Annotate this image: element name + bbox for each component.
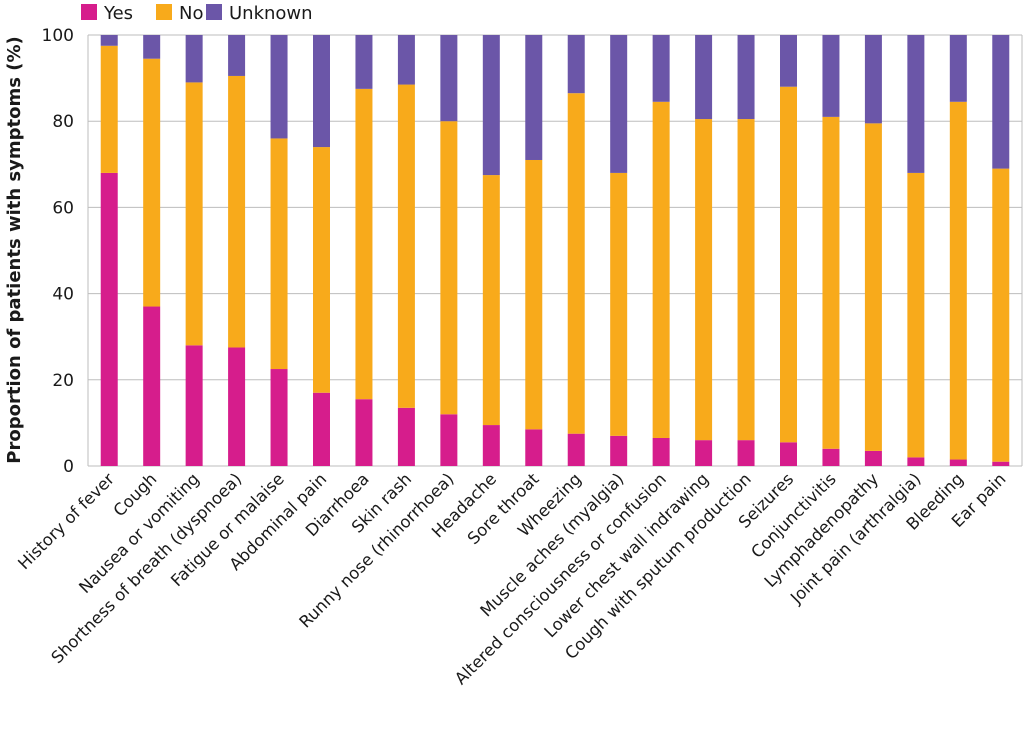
bar-segment-unknown [907, 35, 925, 173]
bars [100, 35, 1010, 467]
legend-swatch-yes [81, 4, 97, 20]
bar-segment-no [270, 138, 288, 370]
bar-segment-yes [737, 440, 755, 466]
y-tick-label: 60 [52, 198, 74, 218]
bar-segment-unknown [780, 35, 797, 87]
bar-segment-no [313, 147, 330, 393]
bar-segment-yes [270, 369, 288, 466]
bar-segment-unknown [992, 35, 1010, 169]
bar-segment-no [567, 93, 585, 434]
bar-segment-unknown [525, 35, 543, 160]
bar-segment-yes [228, 347, 246, 466]
bar-segment-unknown [822, 35, 840, 117]
bar-segment-yes [482, 425, 500, 466]
bar-segment-yes [143, 306, 161, 466]
bar-segment-no [652, 101, 670, 438]
y-tick-label: 0 [63, 457, 74, 477]
bar-segment-yes [949, 459, 967, 466]
bar-segment-no [100, 45, 118, 173]
bar-segment-unknown [143, 35, 161, 59]
bar-segment-no [949, 101, 967, 460]
bar-segment-unknown [355, 35, 373, 89]
bar-segment-yes [567, 433, 585, 466]
bar-segment-no [228, 75, 246, 348]
bar-segment-unknown [270, 35, 288, 139]
bar-segment-unknown [482, 35, 500, 176]
bar-segment-no [440, 121, 458, 415]
bar-segment-yes [313, 392, 330, 466]
bar-segment-yes [864, 450, 882, 466]
bar-segment-unknown [567, 35, 585, 94]
bar-segment-yes [907, 457, 925, 466]
bar-segment-yes [992, 461, 1010, 466]
bar-segment-yes [695, 440, 713, 466]
bar-segment-no [737, 119, 755, 441]
bar-segment-yes [610, 435, 628, 466]
bar-segment-unknown [652, 35, 670, 102]
bar-segment-no [992, 168, 1010, 462]
legend-label-unknown: Unknown [229, 3, 313, 24]
bar-segment-no [482, 175, 500, 426]
bar-segment-unknown [610, 35, 628, 173]
bar-segment-unknown [695, 35, 713, 120]
bar-segment-unknown [100, 35, 118, 46]
bar-segment-yes [525, 429, 543, 466]
legend-label-yes: Yes [103, 3, 133, 24]
bar-segment-no [610, 172, 628, 436]
bar-segment-unknown [737, 35, 755, 120]
bar-segment-no [822, 116, 840, 449]
bar-segment-yes [397, 407, 415, 466]
bar-segment-no [185, 82, 203, 346]
bar-segment-yes [780, 442, 797, 466]
bar-segment-unknown [864, 35, 882, 124]
bar-segment-no [355, 88, 373, 400]
y-tick-label: 40 [52, 285, 74, 305]
bar-segment-no [907, 172, 925, 458]
bar-segment-yes [100, 172, 118, 467]
bar-segment-no [525, 159, 543, 430]
bar-segment-yes [355, 399, 373, 466]
bar-segment-no [780, 86, 797, 443]
y-tick-label: 80 [52, 112, 74, 132]
legend-swatch-unknown [206, 4, 222, 20]
y-axis-title: Proportion of patients with symptoms (%) [4, 36, 25, 463]
bar-segment-unknown [949, 35, 967, 102]
bar-segment-no [397, 84, 415, 408]
legend-label-no: No [179, 3, 203, 24]
bar-segment-yes [440, 414, 458, 466]
bar-segment-unknown [440, 35, 458, 122]
bar-segment-unknown [185, 35, 203, 83]
y-axis-ticks: 0 20 40 60 80 100 [42, 26, 74, 477]
bar-segment-no [864, 123, 882, 451]
bar-segment-unknown [397, 35, 415, 85]
bar-segment-yes [822, 448, 840, 466]
bar-segment-no [695, 119, 713, 441]
bar-segment-yes [652, 437, 670, 466]
y-tick-label: 100 [42, 26, 74, 46]
legend-swatch-no [156, 4, 172, 20]
y-tick-label: 20 [52, 371, 74, 391]
bar-segment-no [143, 58, 161, 307]
bar-segment-unknown [313, 35, 330, 148]
bar-segment-yes [185, 345, 203, 466]
bar-segment-unknown [228, 35, 246, 76]
legend: Yes No Unknown [81, 3, 313, 24]
